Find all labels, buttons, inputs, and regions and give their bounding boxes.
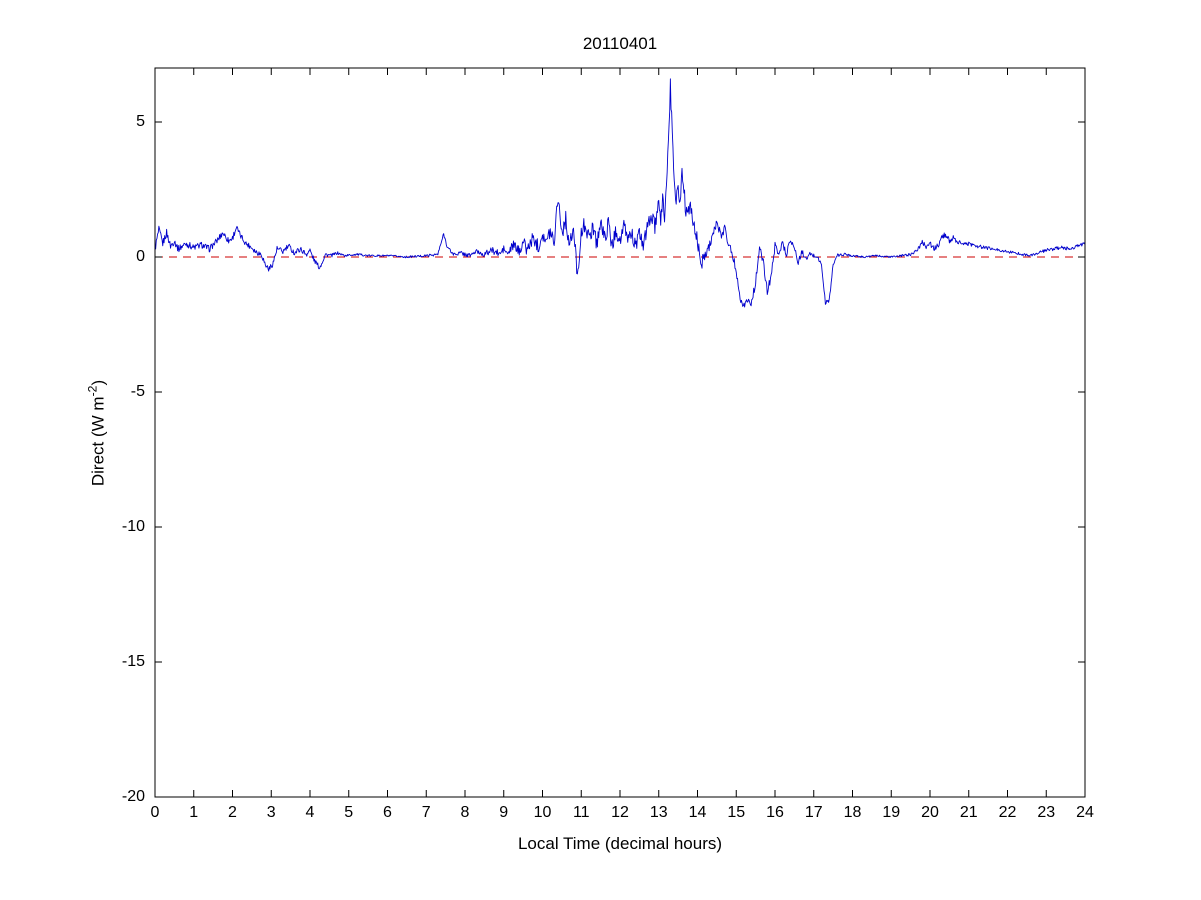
x-tick-label: 2 (228, 804, 237, 821)
x-axis-label: Local Time (decimal hours) (517, 834, 723, 853)
x-tick-label: 12 (611, 804, 629, 821)
x-tick-label: 21 (959, 804, 978, 821)
x-tick-label: 19 (882, 804, 901, 821)
x-tick-label: 6 (383, 804, 392, 821)
x-tick-label: 23 (1037, 804, 1056, 821)
x-tick-label: 10 (533, 804, 552, 821)
x-tick-label: 11 (572, 804, 590, 821)
x-tick-label: 15 (727, 804, 746, 821)
x-tick-label: 8 (460, 804, 470, 821)
y-tick-label: -20 (121, 788, 145, 805)
y-axis-label-close: ) (88, 379, 108, 386)
data-line-direct-irradiance (154, 78, 1086, 308)
x-tick-label: 16 (766, 804, 784, 821)
x-tick-label: 17 (804, 804, 823, 821)
x-tick-label: 7 (421, 804, 431, 821)
chart-title: 20110401 (582, 34, 658, 53)
x-tick-label: 4 (305, 804, 315, 821)
x-tick-label: 1 (189, 804, 199, 821)
x-tick-label: 5 (344, 804, 354, 821)
y-axis-label-exponent: -2 (85, 385, 100, 397)
x-tick-label: 9 (499, 804, 509, 821)
y-tick-label: -10 (121, 518, 145, 535)
y-tick-label: -5 (130, 383, 145, 400)
x-tick-label: 14 (688, 804, 707, 821)
x-tick-label: 24 (1076, 804, 1094, 821)
x-tick-label: 3 (266, 804, 276, 821)
y-tick-label: -15 (121, 653, 145, 670)
y-tick-label: 5 (136, 113, 145, 130)
plot-box (154, 67, 1086, 798)
y-axis-label-main: Direct (W m (88, 396, 108, 487)
x-tick-label: 22 (998, 804, 1017, 821)
x-tick-label: 0 (150, 804, 160, 821)
x-tick-label: 13 (649, 804, 668, 821)
x-tick-label: 18 (843, 804, 862, 821)
x-tick-label: 20 (921, 804, 939, 821)
y-tick-label: 0 (136, 248, 145, 265)
y-axis-label: Direct (W m-2) (86, 380, 109, 486)
